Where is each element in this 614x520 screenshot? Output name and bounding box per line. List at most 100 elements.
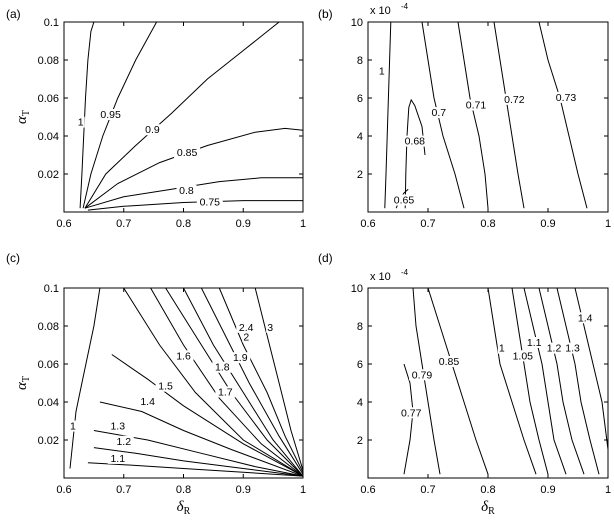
contour-label-bg <box>76 116 85 128</box>
y-tick-label: 0.06 <box>38 93 59 105</box>
y-multiplier: x 10 <box>370 271 391 283</box>
contour-label-bg <box>107 452 128 464</box>
contour-label-bg <box>242 331 251 343</box>
contour-line-1.2 <box>93 447 303 477</box>
contour-label: 0.71 <box>466 100 487 112</box>
contour-label-bg <box>174 147 201 158</box>
y-axis-label: αT <box>14 110 32 124</box>
contour-label-bg <box>428 107 449 119</box>
contour-label-bg <box>497 342 506 354</box>
contour-group <box>69 288 303 477</box>
contour-line-0.72 <box>493 22 525 209</box>
contour-line-0.75 <box>87 200 303 211</box>
contour-label-bg <box>509 350 536 362</box>
contour-line-1.6 <box>123 288 303 477</box>
contour-label: 1.1 <box>527 337 542 349</box>
contour-label-bg <box>113 435 134 447</box>
contour-label: 2 <box>243 331 249 343</box>
y-tick-label: 6 <box>357 359 363 371</box>
contour-label: 0.8 <box>179 185 194 197</box>
y-tick-label: 10 <box>351 283 363 295</box>
contour-label: 1.2 <box>547 343 562 355</box>
contour-line-1 <box>69 288 101 469</box>
contour-label-bg <box>142 124 163 136</box>
x-tick-label: 1 <box>605 218 611 230</box>
y-tick-label: 0.1 <box>44 283 59 295</box>
contour-label: 1.5 <box>158 381 173 393</box>
contour-label-bg <box>391 194 417 206</box>
x-tick-label: 0.7 <box>420 218 435 230</box>
x-tick-label: 0.8 <box>176 484 191 496</box>
contour-label: 1.05 <box>513 350 534 362</box>
contour-label-bg <box>196 196 223 208</box>
y-tick-label: 4 <box>357 397 363 409</box>
contour-label-bg <box>230 352 251 364</box>
contour-line-0.9 <box>84 22 280 209</box>
contour-label-bg <box>215 386 236 398</box>
x-tick-label: 0.9 <box>540 484 555 496</box>
y-tick-label: 8 <box>357 55 363 67</box>
contour-line-0.71 <box>457 22 489 209</box>
x-tick-label: 0.6 <box>360 218 375 230</box>
contour-line-1.7 <box>150 288 303 477</box>
contour-label: 0.79 <box>412 369 433 381</box>
contour-line-3 <box>254 288 303 471</box>
contour-label-bg <box>553 91 579 103</box>
x-tick-label: 0.9 <box>236 484 251 496</box>
x-tick-label: 0.7 <box>420 484 435 496</box>
contour-line-1.5 <box>111 354 303 477</box>
contour-label: 1.9 <box>233 352 248 364</box>
y-tick-label: 2 <box>357 169 363 181</box>
contour-label-bg <box>236 321 257 333</box>
y-tick-label: 0.08 <box>38 321 59 333</box>
x-tick-label: 0.6 <box>56 218 71 230</box>
x-tick-label: 0.6 <box>56 484 71 496</box>
y-tick-label: 0.06 <box>38 359 59 371</box>
contour-label: 0.85 <box>177 147 198 159</box>
x-tick-label: 0.9 <box>236 218 251 230</box>
contour-label: 1.6 <box>176 350 191 362</box>
contour-label-bg <box>401 135 428 147</box>
contour-label-bg <box>409 369 435 381</box>
y-tick-label: 4 <box>357 131 363 143</box>
contour-label-bg <box>501 93 528 105</box>
x-axis-label: δR <box>481 499 495 517</box>
y-tick-label: 0.08 <box>38 55 59 67</box>
x-tick-label: 0.7 <box>116 218 131 230</box>
x-tick-label: 1 <box>605 484 611 496</box>
panel-label: (d) <box>318 251 333 265</box>
contour-line-0.79 <box>412 288 441 475</box>
y-tick-label: 6 <box>357 93 363 105</box>
contour-line-1.05 <box>511 288 549 475</box>
contour-label: 1.3 <box>110 421 125 433</box>
contour-label: 1.2 <box>116 436 131 448</box>
panel-label: (c) <box>6 251 20 265</box>
contour-line-1 <box>79 22 95 209</box>
contour-label-bg <box>107 420 128 432</box>
x-tick-label: 0.9 <box>540 218 555 230</box>
contour-label: 3 <box>267 322 273 334</box>
y-tick-label: 8 <box>357 321 363 333</box>
x-tick-label: 0.6 <box>360 484 375 496</box>
contour-label: 2.4 <box>239 322 254 334</box>
contour-label-bg <box>176 185 197 196</box>
x-tick-label: 1 <box>300 218 306 230</box>
contour-label: 0.73 <box>556 92 577 104</box>
contour-label: 0.85 <box>439 356 460 368</box>
y-tick-label: 0.02 <box>38 435 59 447</box>
y-tick-label: 0.02 <box>38 169 59 181</box>
y-multiplier: x 10 <box>370 5 391 17</box>
contour-label-bg <box>377 65 386 77</box>
contour-label: 0.72 <box>504 94 525 106</box>
y-axis-label: αT <box>14 376 32 390</box>
y-tick-label: 2 <box>357 435 363 447</box>
panel-a: (a) 0.6 0.7 0.8 0.9 1 0.02 0.04 0.06 0.08 0.1 αT 1 0.… <box>6 7 306 230</box>
x-axis-label: δR <box>177 499 191 517</box>
contour-label: 0.9 <box>145 124 160 136</box>
contour-label: 1.4 <box>578 312 593 324</box>
y-tick-label: 0.04 <box>38 131 59 143</box>
contour-label: 1 <box>78 117 84 129</box>
x-tick-label: 0.8 <box>480 484 495 496</box>
contour-label: 1 <box>499 343 505 355</box>
